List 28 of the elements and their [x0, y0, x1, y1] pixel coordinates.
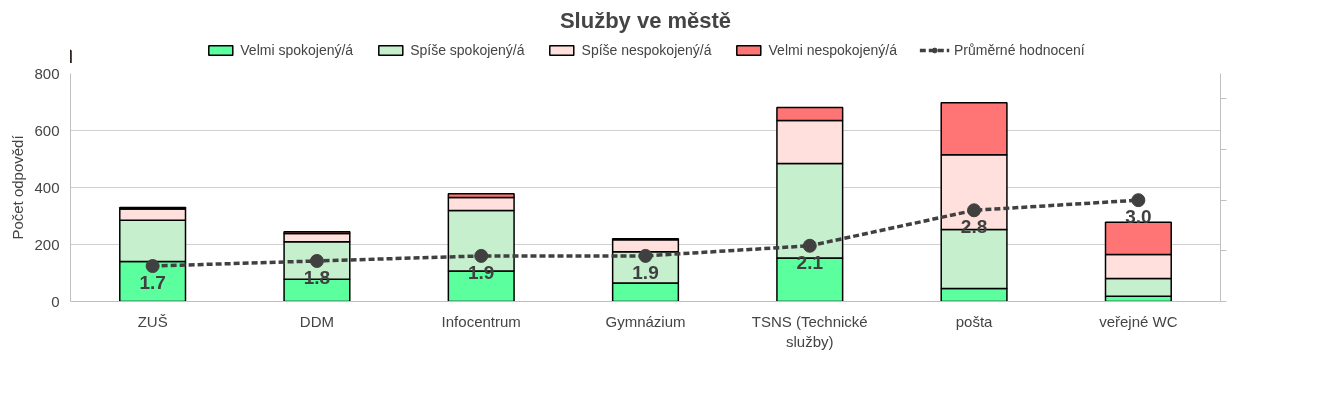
- point: [802, 238, 817, 253]
- x-tick-label: DDM: [299, 312, 335, 330]
- legend-label: Spíše spokojený/á: [410, 42, 525, 58]
- point: [638, 248, 653, 263]
- data-label: 1.9: [632, 261, 659, 283]
- legend-label: Velmi spokojený/á: [240, 42, 354, 58]
- y-tick-label: 600: [34, 121, 60, 139]
- chart-title: Služby ve městě: [559, 7, 732, 33]
- y-tick-label: 400: [34, 178, 60, 196]
- y-tick-label: 200: [34, 235, 60, 253]
- x-tick-label: TSNS (Technické služby): [751, 312, 868, 350]
- point: [309, 253, 324, 268]
- point: [474, 248, 489, 263]
- x-tick-label: pošta: [955, 312, 994, 330]
- y-tick-label: 0: [51, 292, 60, 310]
- x-tick-label: veřejné WC: [1099, 312, 1178, 330]
- point: [1131, 193, 1146, 208]
- data-label: 1.7: [139, 272, 166, 294]
- legend-label: Velmi nespokojený/á: [768, 42, 897, 58]
- x-tick-label: Infocentrum: [441, 312, 521, 330]
- y-tick-label: 800: [34, 64, 60, 82]
- point: [145, 259, 160, 274]
- legend-label: Spíše nespokojený/á: [581, 42, 712, 58]
- point: [967, 203, 982, 218]
- x-tick-label: ZUŠ: [137, 312, 168, 330]
- legend-label: Průměrné hodnocení: [953, 42, 1085, 58]
- x-tick-label: Gymnázium: [605, 312, 686, 330]
- y-axis-title: Počet odpovědí: [9, 134, 27, 240]
